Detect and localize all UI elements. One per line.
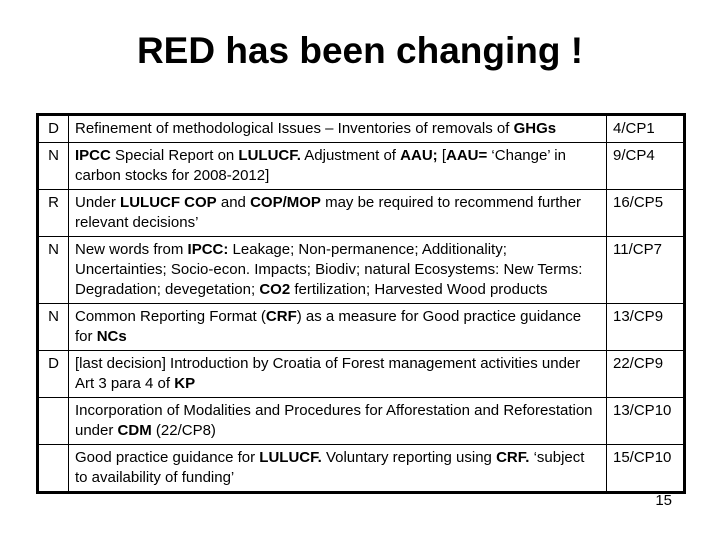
table-row: D Refinement of methodological Issues – I… [37, 114, 685, 143]
description-bold-segment: LULUCF. [238, 147, 301, 164]
row-decision-ref-cell: 11/CP7 [606, 236, 685, 304]
row-letter-cell: N [37, 142, 69, 190]
row-description-cell: Common Reporting Format (CRF) as a measu… [68, 303, 607, 351]
description-bold-segment: COP/MOP [250, 194, 321, 211]
table-body: D Refinement of methodological Issues – I… [37, 114, 685, 493]
row-description-cell: [last decision] Introduction by Croatia … [68, 350, 607, 398]
description-bold-segment: IPCC [75, 147, 111, 164]
page-number: 15 [655, 492, 672, 509]
description-segment: ‘subject to availability of funding’ [75, 449, 585, 486]
description-bold-segment: CDM [117, 422, 152, 439]
description-segment: Incorporation of Modalities and Procedur… [75, 402, 593, 439]
table-row: N Common Reporting Format (CRF) as a meas… [37, 303, 685, 351]
row-letter-cell: D [37, 114, 69, 143]
description-bold-segment: CO2 [259, 281, 291, 298]
description-bold-segment: IPCC: [187, 241, 229, 258]
row-description-cell: Refinement of methodological Issues – In… [68, 114, 607, 143]
decisions-table-container: D Refinement of methodological Issues – I… [36, 113, 686, 494]
row-decision-ref-cell: 16/CP5 [606, 189, 685, 237]
row-description-cell: Incorporation of Modalities and Procedur… [68, 397, 607, 445]
description-segment: Voluntary reporting using [321, 449, 497, 466]
description-bold-segment: LULUCF. [259, 449, 322, 466]
description-segment: New words from [75, 241, 188, 258]
row-decision-ref-cell: 15/CP10 [606, 444, 685, 493]
row-decision-ref-cell: 13/CP10 [606, 397, 685, 445]
row-decision-ref-cell: 22/CP9 [606, 350, 685, 398]
row-description-cell: New words from IPCC: Leakage; Non-perman… [68, 236, 607, 304]
row-letter-cell [37, 444, 69, 493]
description-segment: Special Report on [110, 147, 239, 164]
description-bold-segment: AAU; [400, 147, 438, 164]
description-bold-segment: AAU= [446, 147, 488, 164]
table-row: N New words from IPCC: Leakage; Non-perma… [37, 236, 685, 304]
decisions-table: D Refinement of methodological Issues – I… [36, 113, 686, 494]
description-segment: ‘Change’ in carbon stocks for 2008-2012] [75, 147, 566, 184]
row-decision-ref-cell: 4/CP1 [606, 114, 685, 143]
description-bold-segment: GHGs [513, 120, 557, 137]
description-segment: Common Reporting Format ( [75, 308, 266, 325]
description-segment: may be required to recommend further rel… [75, 194, 582, 231]
table-row: D [last decision] Introduction by Croatia… [37, 350, 685, 398]
description-segment: ) as a measure for Good practice guidanc… [75, 308, 582, 345]
table-row: Good practice guidance for LULUCF. Volun… [37, 444, 685, 493]
row-description-cell: Good practice guidance for LULUCF. Volun… [68, 444, 607, 493]
description-segment: Under [75, 194, 121, 211]
row-description-cell: Under LULUCF COP and COP/MOP may be requ… [68, 189, 607, 237]
description-segment: Leakage; Non-permanence; Additionality; … [75, 241, 583, 298]
row-letter-cell: R [37, 189, 69, 237]
row-letter-cell: N [37, 303, 69, 351]
table-row: R Under LULUCF COP and COP/MOP may be req… [37, 189, 685, 237]
description-bold-segment: LULUCF COP [120, 194, 217, 211]
description-bold-segment: CRF [265, 308, 297, 325]
description-bold-segment: NCs [96, 328, 127, 345]
description-segment: Good practice guidance for [75, 449, 260, 466]
slide-title: RED has been changing ! [136, 30, 584, 71]
table-row: Incorporation of Modalities and Procedur… [37, 397, 685, 445]
table-row: N IPCC Special Report on LULUCF. Adjustme… [37, 142, 685, 190]
description-segment: [ [437, 147, 446, 164]
row-letter-cell [37, 397, 69, 445]
description-segment: fertilization; Harvested Wood products [290, 281, 548, 298]
description-bold-segment: CRF. [496, 449, 530, 466]
description-segment: and [216, 194, 251, 211]
description-segment: Refinement of methodological Issues – In… [75, 120, 514, 137]
row-decision-ref-cell: 13/CP9 [606, 303, 685, 351]
row-letter-cell: D [37, 350, 69, 398]
row-decision-ref-cell: 9/CP4 [606, 142, 685, 190]
description-segment: Adjustment of [300, 147, 401, 164]
row-letter-cell: N [37, 236, 69, 304]
row-description-cell: IPCC Special Report on LULUCF. Adjustmen… [68, 142, 607, 190]
description-segment: [last decision] Introduction by Croatia … [75, 355, 581, 392]
description-segment: (22/CP8) [151, 422, 216, 439]
description-bold-segment: KP [174, 375, 196, 392]
